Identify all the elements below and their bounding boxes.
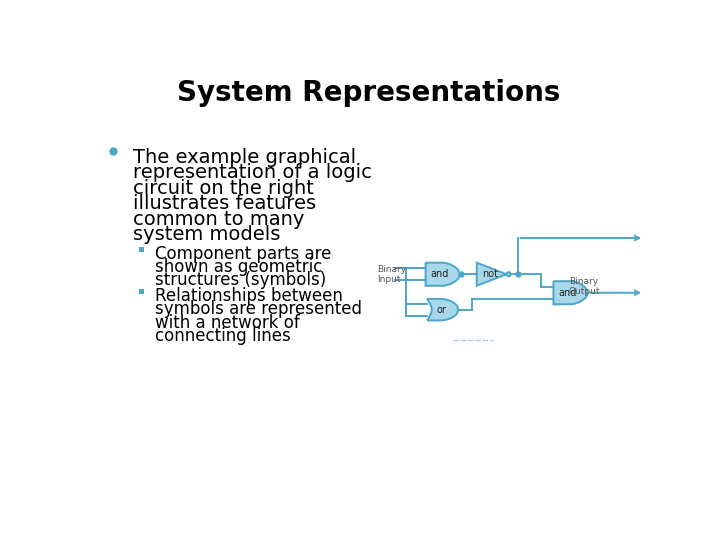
PathPatch shape <box>427 299 458 320</box>
Bar <box>139 289 144 294</box>
Text: circuit on the right: circuit on the right <box>132 179 313 198</box>
Bar <box>139 247 144 252</box>
Text: not: not <box>482 269 498 279</box>
Text: structures (symbols): structures (symbols) <box>155 271 326 289</box>
Text: connecting lines: connecting lines <box>155 327 291 345</box>
Text: or: or <box>436 305 446 315</box>
Circle shape <box>506 272 510 276</box>
Text: Relationships between: Relationships between <box>155 287 343 305</box>
Text: symbols are represented: symbols are represented <box>155 300 362 319</box>
PathPatch shape <box>477 262 506 286</box>
PathPatch shape <box>554 281 588 304</box>
PathPatch shape <box>426 262 459 286</box>
Text: and: and <box>431 269 449 279</box>
Text: common to many: common to many <box>132 210 304 228</box>
Text: System Representations: System Representations <box>177 78 561 106</box>
Text: Binary
Output: Binary Output <box>569 277 600 296</box>
Text: representation of a logic: representation of a logic <box>132 164 372 183</box>
Text: illustrates features: illustrates features <box>132 194 316 213</box>
Text: system models: system models <box>132 225 280 244</box>
Text: The example graphical: The example graphical <box>132 148 356 167</box>
Text: and: and <box>559 288 577 298</box>
Text: with a network of: with a network of <box>155 314 300 332</box>
Text: Component parts are: Component parts are <box>155 245 331 263</box>
Text: Binary
Input: Binary Input <box>377 265 406 284</box>
Text: shown as geometric: shown as geometric <box>155 258 323 276</box>
